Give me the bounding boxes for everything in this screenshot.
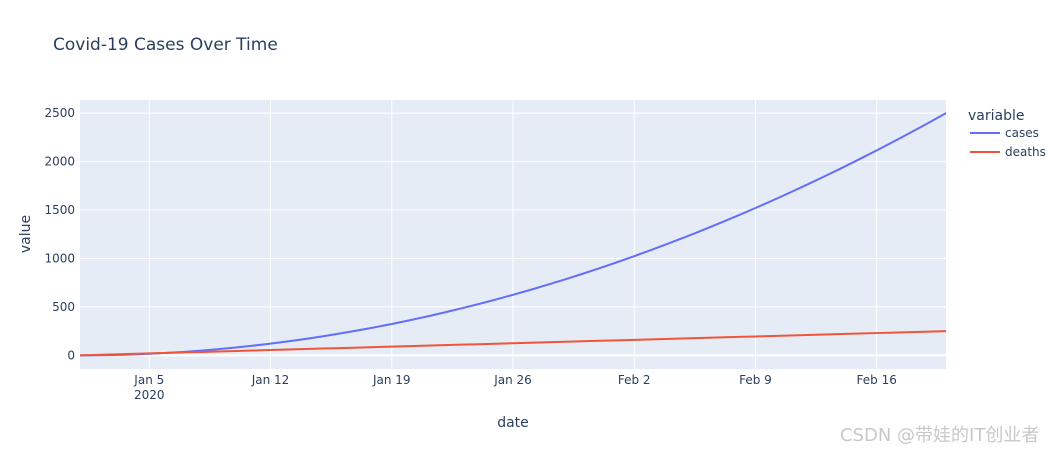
y-tick-label: 1000	[44, 251, 75, 265]
x-tick-label: Feb 9	[739, 373, 772, 387]
y-axis-label: value	[18, 215, 34, 253]
watermark: CSDN @带娃的IT创业者	[840, 425, 1040, 446]
legend-label-deaths: deaths	[1005, 145, 1046, 159]
y-tick-label: 500	[52, 300, 75, 314]
x-tick-label: Jan 26	[493, 373, 532, 387]
legend-label-cases: cases	[1005, 126, 1039, 140]
x-tick-label: Feb 2	[618, 373, 651, 387]
x-tick-sublabel: 2020	[134, 388, 165, 402]
x-tick-label: Feb 16	[857, 373, 897, 387]
y-tick-label: 2500	[44, 106, 75, 120]
series-line-deaths	[79, 330, 947, 357]
x-tick-label: Jan 12	[251, 373, 290, 387]
y-tick-label: 1500	[44, 203, 75, 217]
y-tick-label: 2000	[44, 155, 75, 169]
x-axis-label: date	[497, 415, 529, 431]
legend-title: variable	[968, 108, 1024, 124]
chart-title: Covid-19 Cases Over Time	[53, 35, 278, 55]
x-tick-label: Jan 5	[133, 373, 164, 387]
x-tick-label: Jan 19	[372, 373, 411, 387]
series-line-cases	[79, 112, 947, 357]
y-tick-label: 0	[67, 348, 75, 362]
